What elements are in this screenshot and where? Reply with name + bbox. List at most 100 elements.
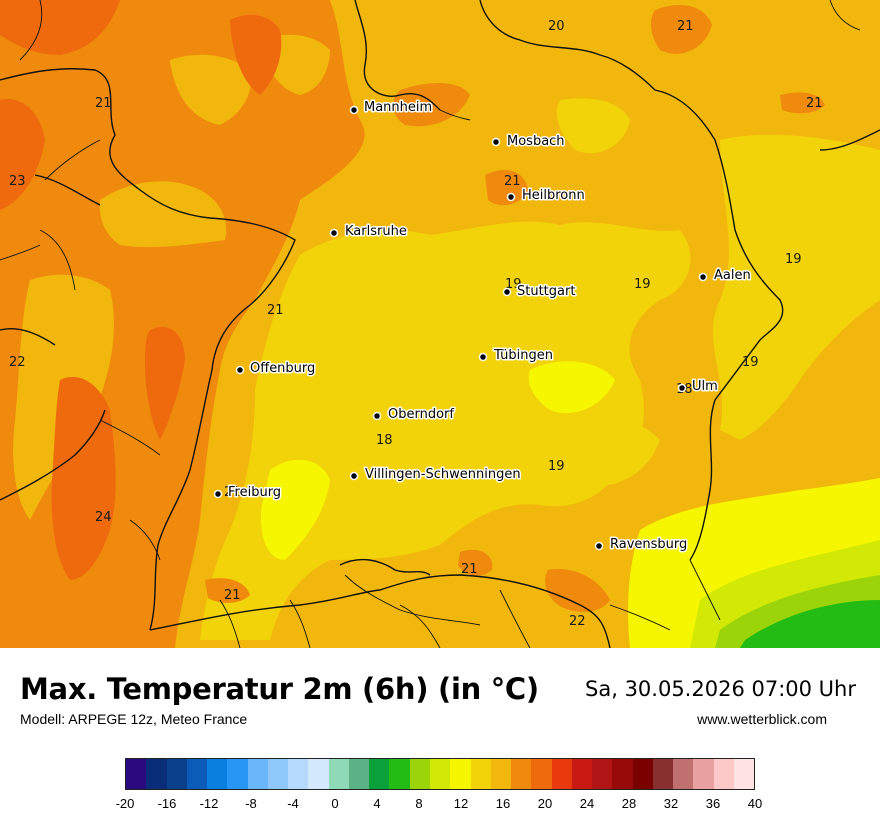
- city-label: Freiburg: [228, 485, 281, 500]
- city-dot: [349, 105, 359, 115]
- legend-tick-label: 16: [495, 796, 511, 811]
- legend-swatch: [652, 759, 674, 789]
- isotherm-label: 21: [461, 562, 478, 577]
- isotherm-label: 20: [548, 19, 565, 34]
- city-stuttgart: Stuttgart: [502, 283, 577, 301]
- isotherm-label: 19: [742, 355, 759, 370]
- city-offenburg: Offenburg: [235, 360, 317, 378]
- city-label: Heilbronn: [522, 188, 585, 203]
- city-label: Oberndorf: [388, 407, 454, 422]
- field-zone-22: [545, 569, 610, 612]
- legend-tick-label: -20: [115, 796, 135, 811]
- isotherm-label: 21: [224, 485, 241, 500]
- field-zone-22: [205, 578, 250, 603]
- legend-swatch: [693, 759, 714, 789]
- legend-tick-label: -4: [287, 796, 299, 811]
- website-link[interactable]: www.wetterblick.com: [697, 711, 827, 727]
- isotherm-label: 24: [95, 510, 112, 525]
- legend-tick-label: 8: [415, 796, 423, 811]
- isotherm-label: 19: [548, 459, 565, 474]
- legend-tick-label: 12: [453, 796, 469, 811]
- valid-time: Sa, 30.05.2026 07:00 Uhr: [585, 677, 856, 701]
- city-karlsruhe: Karlsruhe: [329, 223, 408, 241]
- city-dot: [677, 383, 687, 393]
- legend-swatch: [713, 759, 734, 789]
- legend-swatch: [551, 759, 572, 789]
- city-ulm: Ulm: [677, 378, 719, 396]
- city-heilbronn: Heilbronn: [506, 187, 586, 205]
- city-ravensburg: Ravensburg: [594, 536, 689, 554]
- legend-swatch: [511, 759, 532, 789]
- legend-swatch: [146, 759, 167, 789]
- legend-swatch: [247, 759, 268, 789]
- field-zone-24: [230, 14, 282, 95]
- legend-swatch: [227, 759, 248, 789]
- city-label: Stuttgart: [517, 284, 575, 299]
- isotherm-label: 21: [806, 96, 823, 111]
- legend-swatch: [267, 759, 289, 789]
- field-zone-22: [458, 549, 493, 577]
- legend-tick-label: -12: [199, 796, 219, 811]
- city-label: Villingen-Schwenningen: [365, 467, 521, 482]
- legend-tick-label: 4: [373, 796, 381, 811]
- isotherm-labels: 20 21 21 21 23 21 19 19 19 21 22 19 18 1…: [9, 19, 823, 629]
- legend-tick-label: -16: [157, 796, 177, 811]
- city-dot: [349, 471, 359, 481]
- city-dot: [594, 541, 604, 551]
- model-info: Modell: ARPEGE 12z, Meteo France: [20, 711, 248, 727]
- map-title: Max. Temperatur 2m (6h) (in °C): [20, 672, 539, 706]
- city-mannheim: Mannheim: [349, 99, 434, 117]
- field-zone-24: [145, 326, 185, 440]
- isotherm-label: 21: [95, 96, 112, 111]
- legend-tick-label: 32: [663, 796, 679, 811]
- city-tuebingen: Tübingen: [478, 347, 555, 365]
- isotherm-label: 21: [224, 588, 241, 603]
- city-label: Ulm: [692, 379, 718, 394]
- isotherm-label: 22: [569, 614, 586, 629]
- city-mosbach: Mosbach: [491, 133, 566, 151]
- city-dot: [329, 228, 339, 238]
- city-dot: [372, 411, 382, 421]
- city-villingen-schwenningen: Villingen-Schwenningen: [349, 466, 522, 484]
- field-zone-22: [650, 5, 712, 54]
- city-dot: [491, 137, 501, 147]
- city-markers: Mannheim Mosbach Heilbronn Karlsruhe Stu…: [213, 99, 752, 554]
- isotherm-label: 23: [9, 174, 26, 189]
- legend-tick-label: 28: [621, 796, 637, 811]
- city-freiburg: Freiburg: [213, 484, 283, 502]
- isotherm-label: 21: [677, 19, 694, 34]
- field-zone-22: [485, 170, 528, 206]
- legend-swatch: [166, 759, 187, 789]
- field-zone-8: [740, 600, 880, 648]
- field-zone-24: [0, 99, 45, 210]
- legend-swatch: [490, 759, 512, 789]
- legend-tick-label: 24: [579, 796, 595, 811]
- legend-tick-label: -8: [245, 796, 257, 811]
- color-legend: [125, 758, 755, 790]
- legend-swatch: [126, 759, 147, 789]
- legend-swatch: [632, 759, 653, 789]
- isotherm-label: 19: [634, 277, 651, 292]
- field-zone-18: [200, 221, 691, 640]
- isotherm-label: 21: [267, 303, 284, 318]
- city-dot: [698, 272, 708, 282]
- city-label: Aalen: [714, 268, 751, 283]
- legend-swatch: [369, 759, 390, 789]
- city-label: Tübingen: [493, 348, 553, 363]
- legend-swatch: [733, 759, 755, 789]
- city-label: Ravensburg: [610, 537, 687, 552]
- isotherm-label: 18: [376, 433, 393, 448]
- field-zone-16: [528, 361, 615, 414]
- legend-swatch: [207, 759, 228, 789]
- legend-swatch: [531, 759, 552, 789]
- legend-swatch: [328, 759, 349, 789]
- legend-tick-label: 0: [331, 796, 339, 811]
- field-zone-20: [99, 181, 227, 248]
- legend-swatch: [389, 759, 410, 789]
- legend-tick-label: 20: [537, 796, 553, 811]
- field-zone-18: [712, 134, 880, 440]
- legend-swatch: [673, 759, 694, 789]
- field-zone-24: [0, 0, 120, 55]
- city-dot: [478, 352, 488, 362]
- isotherm-label: 21: [504, 174, 521, 189]
